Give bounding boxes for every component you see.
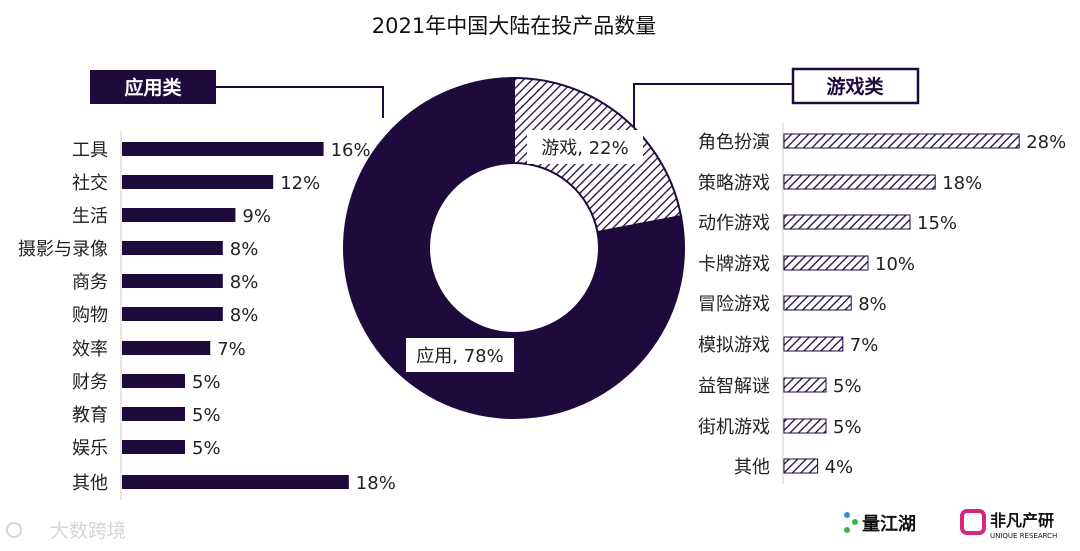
bar-category-label: 模拟游戏 xyxy=(698,335,770,356)
bar-category-label: 工具 xyxy=(72,140,108,161)
bar xyxy=(122,307,223,321)
bar-data-label: 8% xyxy=(230,305,259,326)
bar-data-label: 4% xyxy=(825,457,854,478)
bar xyxy=(122,374,185,388)
bar xyxy=(783,295,852,311)
liangjianghu-logo: 量江湖 xyxy=(844,512,916,535)
bar-category-label: 动作游戏 xyxy=(698,213,770,234)
bar-data-label: 5% xyxy=(833,376,862,397)
bar-category-label: 摄影与录像 xyxy=(18,239,108,260)
bar xyxy=(122,407,185,421)
bar-category-label: 其他 xyxy=(734,457,770,478)
bar-category-label: 角色扮演 xyxy=(698,132,770,153)
games-header-box xyxy=(791,67,920,105)
games-header: 游戏类 xyxy=(826,75,883,98)
bar-category-label: 冒险游戏 xyxy=(698,294,770,315)
bar xyxy=(783,255,869,271)
apps-header: 应用类 xyxy=(124,76,181,99)
bar-data-label: 5% xyxy=(192,438,221,459)
bar xyxy=(783,458,819,474)
bar-data-label: 16% xyxy=(331,140,371,161)
bar-data-label: 9% xyxy=(242,206,271,227)
games-connector xyxy=(633,83,793,128)
bar-category-label: 效率 xyxy=(72,339,108,360)
bar-category-label: 教育 xyxy=(72,405,108,426)
watermark: 大数跨境 xyxy=(6,520,126,542)
unique-research-logo: 非凡产研 UNIQUE RESEARCH xyxy=(960,509,1057,540)
bar xyxy=(783,336,844,352)
bar xyxy=(122,142,324,156)
svg-text:UNIQUE RESEARCH: UNIQUE RESEARCH xyxy=(990,532,1057,540)
donut-slice-1 xyxy=(343,76,685,419)
bar-data-label: 12% xyxy=(280,173,320,194)
donut-data-label: 游戏, 22% xyxy=(541,138,628,159)
svg-text:非凡产研: 非凡产研 xyxy=(990,511,1054,530)
bar xyxy=(122,274,223,288)
svg-text:量江湖: 量江湖 xyxy=(862,513,916,535)
bar-category-label: 购物 xyxy=(72,305,108,326)
bar-data-label: 15% xyxy=(917,213,957,234)
bar-data-label: 18% xyxy=(942,173,982,194)
donut-label-bg xyxy=(527,130,643,164)
bar xyxy=(783,418,827,434)
bar-category-label: 街机游戏 xyxy=(698,417,770,438)
bar-category-label: 其他 xyxy=(72,473,108,494)
bar xyxy=(122,440,185,454)
bar xyxy=(122,475,349,489)
bar-data-label: 5% xyxy=(192,405,221,426)
bar-category-label: 娱乐 xyxy=(72,438,108,459)
bar xyxy=(122,341,211,355)
bar-data-label: 8% xyxy=(230,239,259,260)
bar xyxy=(783,133,1020,149)
bar-data-label: 5% xyxy=(192,372,221,393)
bar xyxy=(783,214,911,230)
bar-category-label: 生活 xyxy=(72,206,108,227)
bar xyxy=(783,174,936,190)
apps-connector xyxy=(216,86,384,118)
bar-category-label: 卡牌游戏 xyxy=(698,254,770,275)
apps-header-box xyxy=(90,70,216,104)
donut-label-bg xyxy=(406,338,514,372)
donut-data-label: 应用, 78% xyxy=(416,346,503,367)
bar-data-label: 7% xyxy=(850,335,879,356)
bar-data-label: 8% xyxy=(230,272,259,293)
bar-data-label: 8% xyxy=(858,294,887,315)
bar xyxy=(122,208,236,222)
chart-title: 2021年中国大陆在投产品数量 xyxy=(372,14,656,38)
bar-category-label: 社交 xyxy=(72,173,108,194)
bar-data-label: 28% xyxy=(1026,132,1066,153)
bar-category-label: 财务 xyxy=(72,372,108,393)
bar-data-label: 7% xyxy=(217,339,246,360)
bar-category-label: 益智解谜 xyxy=(698,376,770,397)
bar xyxy=(122,175,274,189)
bar-data-label: 10% xyxy=(875,254,915,275)
bar-category-label: 策略游戏 xyxy=(698,173,770,194)
bar-data-label: 5% xyxy=(833,417,862,438)
bar-data-label: 18% xyxy=(356,473,396,494)
bar-category-label: 商务 xyxy=(72,272,108,293)
svg-text:大数跨境: 大数跨境 xyxy=(50,520,126,542)
bar xyxy=(783,377,827,393)
bar xyxy=(122,241,223,255)
